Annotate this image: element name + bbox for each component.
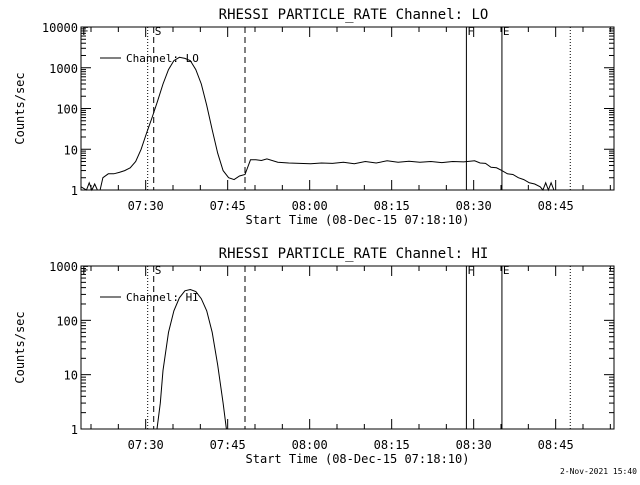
- x-tick-label: 07:45: [210, 438, 246, 452]
- y-axis-label: Counts/sec: [13, 311, 27, 383]
- panel-hi: RHESSI PARTICLE_RATE Channel: HI 1 10 100 10…: [13, 246, 615, 466]
- y-tick-label: 10: [64, 143, 78, 157]
- x-tick-label: 07:45: [210, 199, 246, 213]
- x-tick-label: 07:30: [128, 438, 164, 452]
- y-tick-label: 1000: [49, 260, 78, 274]
- y-tick-label: 10000: [42, 21, 78, 35]
- marker-label: E: [503, 264, 510, 277]
- y-tick-label: 1000: [49, 62, 78, 76]
- corner-marker-label: F: [82, 25, 89, 38]
- x-tick-label: 08:30: [456, 438, 492, 452]
- y-tick-label: 10: [64, 369, 78, 383]
- series-line: [156, 288, 227, 430]
- x-tick-label: 08:00: [292, 199, 328, 213]
- corner-marker-label: F: [82, 264, 89, 277]
- marker-label: S: [155, 25, 162, 38]
- legend-label: Channel: HI: [126, 291, 199, 304]
- y-tick-label: 100: [56, 314, 78, 328]
- y-tick-label: 1: [71, 184, 78, 198]
- marker-label: F: [467, 264, 474, 277]
- x-tick-label: 07:30: [128, 199, 164, 213]
- marker-label: E: [503, 25, 510, 38]
- plot-frame: [80, 265, 615, 430]
- series-line: [80, 56, 557, 192]
- x-axis-label: Start Time (08-Dec-15 07:18:10): [246, 452, 470, 466]
- footer-timestamp: 2-Nov-2021 15:40: [560, 467, 637, 476]
- x-tick-label: 08:45: [538, 438, 574, 452]
- x-axis-label: Start Time (08-Dec-15 07:18:10): [246, 213, 470, 227]
- y-tick-label: 1: [71, 423, 78, 437]
- marker-label: S: [155, 264, 162, 277]
- chart-title: RHESSI PARTICLE_RATE Channel: LO: [219, 7, 489, 23]
- legend-label: Channel: LO: [126, 52, 199, 65]
- marker-label: F: [467, 25, 474, 38]
- x-tick-label: 08:15: [374, 438, 410, 452]
- x-tick-label: 08:00: [292, 438, 328, 452]
- x-tick-label: 08:15: [374, 199, 410, 213]
- x-tick-label: 08:45: [538, 199, 574, 213]
- y-axis-label: Counts/sec: [13, 72, 27, 144]
- panel-lo: RHESSI PARTICLE_RATE Channel: LO 1 10 100 10…: [13, 7, 615, 227]
- y-tick-label: 100: [56, 103, 78, 117]
- chart-title: RHESSI PARTICLE_RATE Channel: HI: [219, 246, 489, 262]
- x-tick-label: 08:30: [456, 199, 492, 213]
